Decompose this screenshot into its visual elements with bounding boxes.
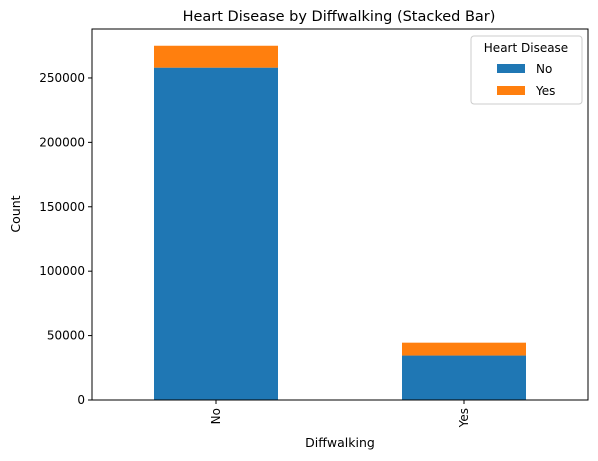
y-tick-label: 150000 [39, 200, 85, 214]
plot-area: No Yes 0 50000 100000 150000 200000 250000 [39, 45, 526, 428]
y-tick-label: 100000 [39, 264, 85, 278]
x-axis-label: Diffwalking [305, 435, 375, 450]
y-tick-label: 50000 [47, 329, 85, 343]
x-tick-label: No [209, 408, 223, 424]
y-axis-label: Count [8, 195, 23, 232]
bar-yes-no [402, 355, 526, 400]
bar-yes-yes [402, 342, 526, 356]
axes-frame [91, 28, 589, 401]
y-tick-label: 250000 [39, 71, 85, 85]
legend-label-yes: Yes [535, 84, 555, 98]
legend-title: Heart Disease [484, 41, 568, 55]
bar-no-yes [154, 45, 278, 68]
legend-swatch-no [497, 64, 525, 73]
chart-title: Heart Disease by Diffwalking (Stacked Ba… [183, 9, 496, 25]
y-tick-label: 200000 [39, 135, 85, 149]
y-tick-label: 0 [77, 393, 85, 407]
legend-swatch-yes [497, 86, 525, 95]
x-tick-label: Yes [457, 408, 471, 428]
bar-no-no [154, 67, 278, 400]
legend-label-no: No [536, 62, 552, 76]
legend: Heart Disease No Yes [470, 35, 583, 105]
